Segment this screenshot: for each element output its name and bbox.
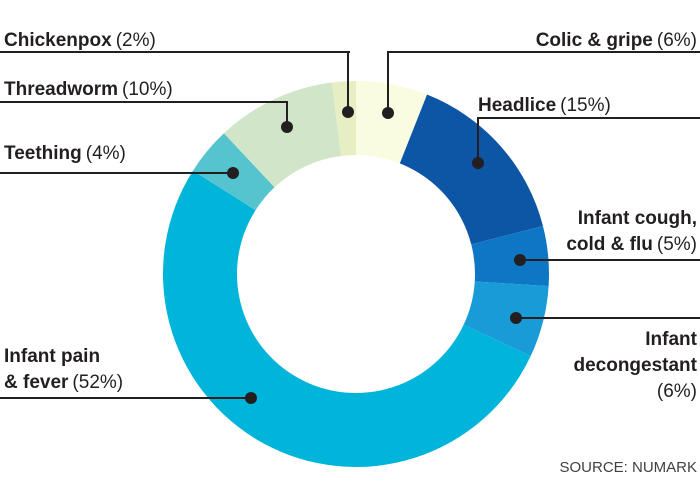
label-cough-name-line1: Infant cough, (577, 208, 697, 229)
label-pain-name-line2: & fever (4, 372, 69, 393)
label-threadworm: Threadworm (10%) (4, 77, 173, 103)
leader-dot-decongestant (510, 312, 522, 324)
label-pain-pct: (52%) (72, 372, 124, 393)
leader-line-decongestant-h (516, 317, 700, 319)
leader-line-headlice-v (477, 117, 479, 163)
leader-line-threadworm-v (286, 101, 288, 127)
leader-dot-chickenpox (342, 106, 354, 118)
leader-line-cough-h (520, 259, 700, 261)
label-infant-pain-fever: Infant pain & fever (52%) (4, 344, 123, 396)
label-colic-name: Colic & gripe (535, 30, 653, 51)
leader-line-headlice-h (478, 117, 700, 119)
donut-segment-chickenpox (331, 81, 356, 156)
leader-line-chickenpox-v (347, 51, 349, 112)
label-chickenpox-pct: (2%) (115, 30, 156, 51)
label-infant-decongestant: Infant decongestant (6%) (573, 327, 697, 405)
label-teething-pct: (4%) (85, 143, 126, 164)
leader-line-chickenpox-h (0, 51, 350, 53)
label-headlice-pct: (15%) (560, 95, 611, 116)
label-infant-cough-cold-flu: Infant cough, cold & flu (5%) (566, 206, 697, 258)
label-teething-name: Teething (4, 143, 82, 164)
leader-line-pain-h (0, 397, 251, 399)
donut-segment-threadworm (223, 82, 342, 188)
leader-dot-pain (245, 392, 257, 404)
label-decongestant-name-line2: decongestant (573, 355, 697, 376)
label-chickenpox-name: Chickenpox (4, 30, 112, 51)
donut-segment-infant-decongestant (463, 281, 549, 357)
leader-dot-cough (514, 254, 526, 266)
leader-line-teething-h (0, 172, 233, 174)
donut-segment-infant-cough-cold-flu (471, 226, 550, 287)
label-decongestant-name-line1: Infant (645, 329, 697, 350)
label-headlice: Headlice (15%) (478, 93, 611, 119)
leader-dot-headlice (472, 157, 484, 169)
leader-dot-colic (382, 107, 394, 119)
label-chickenpox: Chickenpox (2%) (4, 28, 156, 54)
label-colic-gripe: Colic & gripe (6%) (536, 28, 697, 54)
leader-line-threadworm-h (0, 101, 288, 103)
label-teething: Teething (4%) (4, 141, 126, 167)
source-credit: SOURCE: NUMARK (559, 459, 697, 476)
label-colic-pct: (6%) (656, 30, 697, 51)
leader-dot-threadworm (281, 121, 293, 133)
label-threadworm-pct: (10%) (122, 79, 173, 100)
leader-line-colic-v (387, 51, 389, 113)
label-cough-pct: (5%) (656, 234, 697, 255)
label-cough-name-line2: cold & flu (566, 234, 653, 255)
label-headlice-name: Headlice (478, 95, 557, 116)
leader-dot-teething (227, 167, 239, 179)
label-decongestant-pct: (6%) (656, 381, 697, 402)
leader-line-colic-h (388, 51, 700, 53)
label-pain-name-line1: Infant pain (4, 346, 101, 367)
donut-segment-colic-gripe (356, 81, 428, 164)
label-threadworm-name: Threadworm (4, 79, 119, 100)
donut-segment-headlice (399, 94, 543, 245)
